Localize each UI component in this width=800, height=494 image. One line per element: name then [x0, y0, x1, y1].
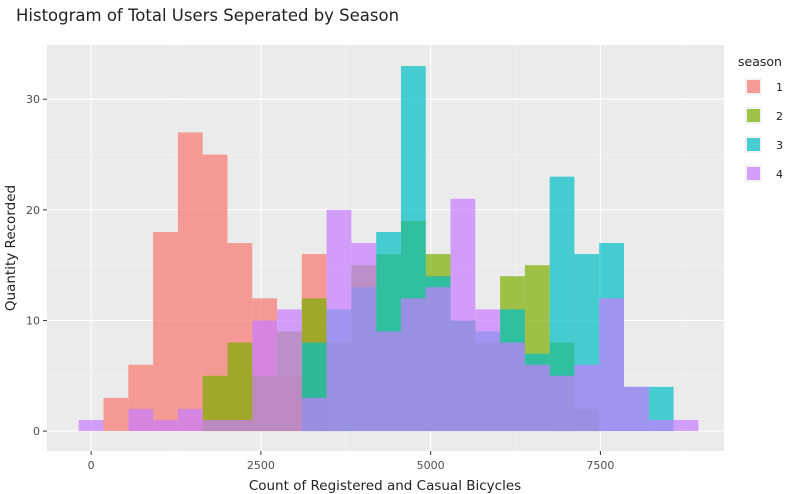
bar-season-4 — [376, 331, 401, 432]
bar-season-4 — [153, 420, 178, 432]
bar-season-4 — [574, 364, 600, 432]
bar-season-4 — [78, 420, 104, 432]
legend-swatch-season-2 — [747, 109, 760, 122]
bar-season-1 — [177, 132, 203, 432]
bar-season-4 — [326, 209, 352, 432]
bar-season-4 — [351, 243, 377, 432]
bar-season-4 — [648, 420, 674, 432]
bar-season-1 — [103, 397, 129, 432]
x-axis-title: Count of Registered and Casual Bicycles — [249, 478, 521, 494]
legend-swatch-season-3 — [747, 138, 760, 151]
x-tick-label: 7500 — [586, 459, 614, 472]
legend-label-season-4: 4 — [776, 168, 783, 181]
y-tick-label: 30 — [26, 93, 40, 106]
legend-label-season-3: 3 — [776, 139, 783, 152]
legend: season 1 2 3 4 — [738, 54, 783, 182]
bar-season-4 — [673, 420, 699, 432]
legend-label-season-1: 1 — [776, 81, 783, 94]
legend-swatch-season-4 — [747, 167, 760, 180]
bar-season-4 — [277, 309, 302, 432]
bar-season-4 — [227, 420, 253, 432]
bar-season-4 — [425, 287, 451, 432]
x-tick-label: 5000 — [417, 459, 445, 472]
bar-season-4 — [500, 342, 525, 432]
bar-season-4 — [524, 364, 550, 432]
legend-swatch-season-1 — [747, 80, 760, 93]
bar-season-4 — [450, 198, 476, 432]
bar-season-4 — [549, 375, 575, 432]
bar-season-4 — [177, 408, 203, 432]
bar-season-4 — [400, 298, 426, 432]
bar-season-4 — [252, 320, 278, 432]
histogram-bars — [78, 66, 699, 432]
chart-title: Histogram of Total Users Seperated by Se… — [16, 6, 400, 25]
bar-season-4 — [128, 408, 154, 432]
bar-season-2 — [227, 342, 253, 432]
bar-season-4 — [599, 298, 625, 432]
bar-season-1 — [153, 231, 178, 432]
x-tick-label: 2500 — [247, 459, 275, 472]
y-axis-title: Quantity Recorded — [3, 185, 19, 311]
y-tick-label: 0 — [33, 425, 40, 438]
y-tick-label: 20 — [26, 204, 40, 217]
axis-ticks: 0 2500 5000 7500 0 10 20 30 — [26, 93, 614, 472]
bar-season-4 — [475, 309, 501, 432]
legend-label-season-2: 2 — [776, 110, 783, 123]
bar-season-4 — [301, 397, 327, 432]
x-tick-label: 0 — [88, 459, 95, 472]
bar-season-4 — [202, 420, 228, 432]
bar-season-4 — [624, 386, 649, 432]
legend-title: season — [738, 54, 782, 69]
y-tick-label: 10 — [26, 314, 40, 327]
